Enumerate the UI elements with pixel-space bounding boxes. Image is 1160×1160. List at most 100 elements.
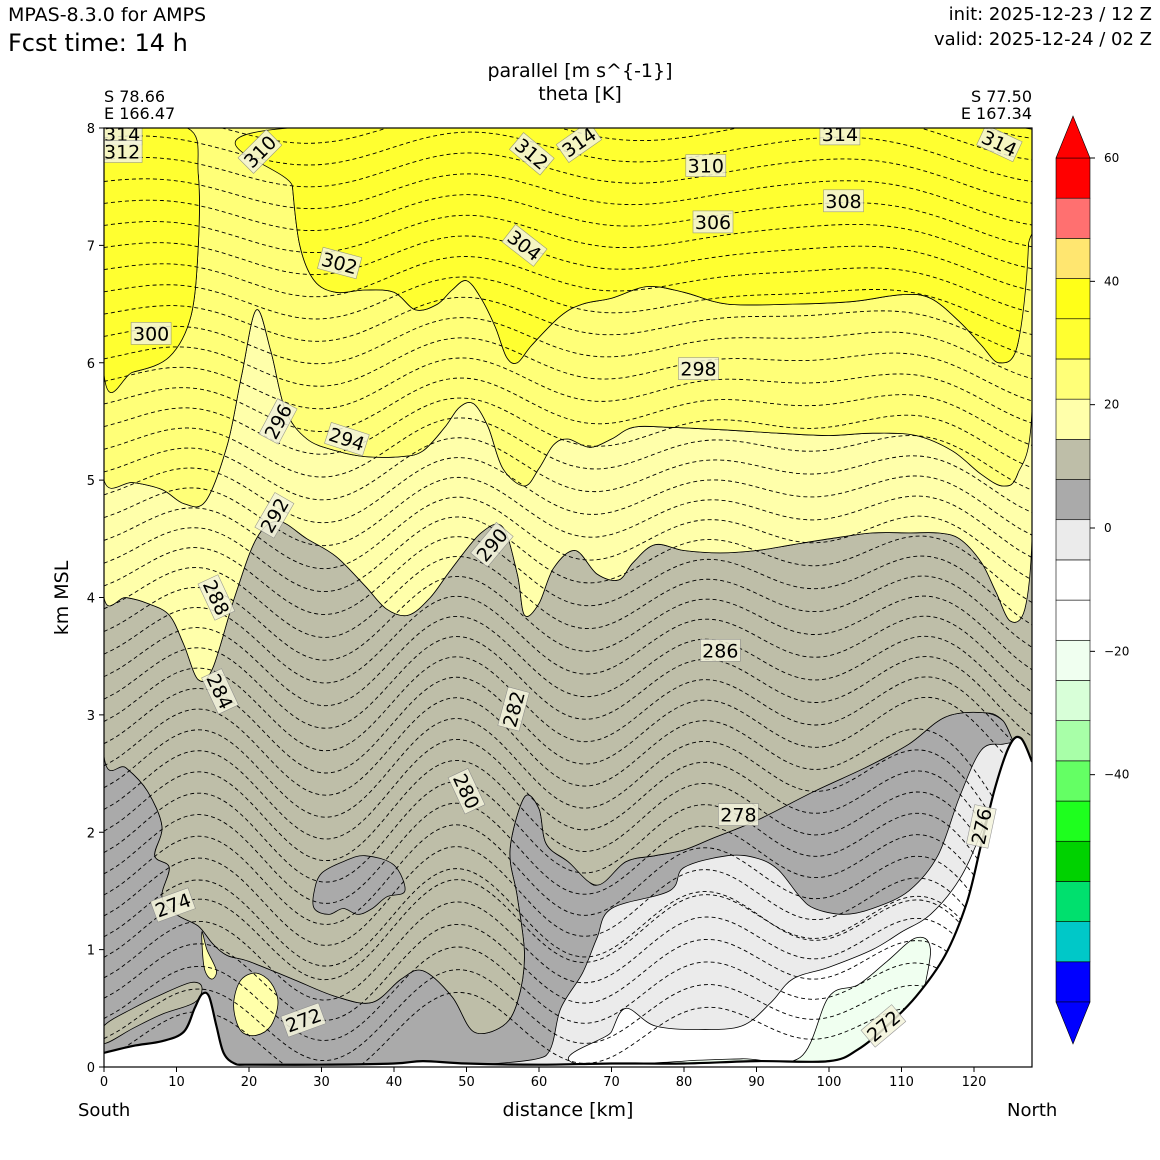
colorbar-tick-label: −40 <box>1104 768 1129 782</box>
theta-label-text: 306 <box>695 212 731 234</box>
start-coordinates: S 78.66 E 166.47 <box>104 88 175 122</box>
theta-label-text: 308 <box>825 191 861 213</box>
theta-isentrope <box>104 173 1032 226</box>
theta-isentrope <box>104 595 1032 693</box>
y-tick-label: 5 <box>87 474 95 489</box>
colorbar-tick-label: 20 <box>1104 398 1119 412</box>
theta-isentrope <box>104 377 1032 446</box>
theta-isentrope <box>104 516 1032 603</box>
wind-region-8 <box>233 972 279 1037</box>
theta-label-text: 278 <box>720 805 756 827</box>
y-tick-label: 3 <box>87 709 95 724</box>
colorbar-box <box>1055 439 1091 480</box>
theta-label-text: 286 <box>702 640 738 662</box>
theta-isentrope <box>104 676 1032 782</box>
colorbar-box <box>1055 961 1091 1003</box>
colorbar-box <box>1055 398 1091 440</box>
theta-label: 278 <box>718 803 759 827</box>
colorbar-box <box>1055 358 1091 400</box>
colorbar-box <box>1055 519 1091 561</box>
colorbar-box <box>1055 881 1091 922</box>
x-tick-label: 60 <box>531 1075 548 1090</box>
colorbar-box <box>1055 760 1091 802</box>
y-axis-label: km MSL <box>51 560 73 636</box>
x-axis-label: distance [km] <box>502 1099 634 1121</box>
theta-isentrope <box>104 496 1032 581</box>
colorbar-box <box>1055 197 1091 239</box>
theta-isentrope <box>104 846 1032 1006</box>
theta-isentrope <box>104 152 1032 204</box>
terrain-fill <box>104 736 1032 1067</box>
colorbar-box <box>1055 720 1091 762</box>
theta-isentrope <box>104 718 1032 878</box>
theta-isentrope <box>104 969 1007 1067</box>
theta-isentrope <box>104 556 1032 648</box>
theta-label-text: 314 <box>822 124 858 146</box>
colorbar-box <box>1055 800 1091 842</box>
theta-isentrope <box>104 296 1032 358</box>
theta-label-text: 300 <box>133 323 169 345</box>
colorbar-tick-label: 40 <box>1104 274 1119 288</box>
x-tick-label: 120 <box>962 1075 987 1090</box>
theta-label: 306 <box>692 210 734 234</box>
colorbar-tick-label: 60 <box>1104 151 1119 165</box>
theta-isentrope <box>104 417 1032 491</box>
y-tick-label: 7 <box>87 239 95 254</box>
south-end-label: South <box>78 1100 131 1121</box>
model-title: MPAS-8.3.0 for AMPS <box>8 4 207 26</box>
theta-isentrope <box>104 276 1032 336</box>
y-tick-label: 6 <box>87 357 95 372</box>
theta-label: 298 <box>678 357 719 381</box>
end-latitude: S 77.50 <box>970 87 1032 106</box>
theta-label: 302 <box>317 246 363 279</box>
theta-label-text: 298 <box>680 359 716 381</box>
theta-isentrope <box>104 575 1032 671</box>
colorbar-box <box>1055 599 1091 641</box>
colorbar-extend-max <box>1055 115 1091 159</box>
colorbar-tick-label: −20 <box>1104 644 1129 658</box>
colorbar-box <box>1055 238 1091 279</box>
theta-isentrope <box>104 235 1032 292</box>
colorbar-box <box>1055 157 1091 199</box>
theta-label-text: 310 <box>688 156 724 178</box>
theta-isentrope <box>104 337 1032 402</box>
theta-isentrope <box>104 901 1032 1039</box>
end-longitude: E 167.34 <box>960 104 1032 123</box>
theta-isentrope <box>104 214 1032 270</box>
colorbar-box <box>1055 639 1091 681</box>
theta-isentrope <box>104 536 1032 626</box>
x-tick-label: 40 <box>386 1075 403 1090</box>
theta-isentrope <box>104 946 1023 1067</box>
x-tick-label: 110 <box>889 1075 914 1090</box>
start-longitude: E 166.47 <box>104 104 176 123</box>
wind-region-12 <box>234 128 1032 364</box>
theta-label: 310 <box>685 154 727 178</box>
theta-label: 308 <box>823 189 864 213</box>
plot-title-theta: theta [K] <box>538 83 622 105</box>
colorbar-extend-min <box>1055 1001 1091 1045</box>
theta-isentrope <box>104 437 1032 514</box>
end-coordinates: S 77.50 E 167.34 <box>961 88 1032 122</box>
colorbar-tick-label: 0 <box>1104 521 1112 535</box>
y-tick-label: 2 <box>87 826 95 841</box>
theta-label-text: 312 <box>104 142 140 164</box>
theta-isentrope <box>104 656 1032 760</box>
y-tick-label: 4 <box>87 592 95 607</box>
x-tick-label: 50 <box>458 1075 475 1090</box>
theta-isentrope <box>104 457 1032 536</box>
theta-isentrope <box>104 868 1032 1027</box>
theta-isentrope <box>104 879 1032 1019</box>
theta-isentrope <box>104 256 1032 313</box>
y-tick-label: 1 <box>87 944 95 959</box>
colorbar-box <box>1055 318 1091 360</box>
x-tick-label: 90 <box>748 1075 765 1090</box>
colorbar-box <box>1055 840 1091 882</box>
theta-label: 286 <box>699 638 741 662</box>
colorbar-box <box>1055 680 1091 721</box>
x-tick-label: 80 <box>676 1075 693 1090</box>
theta-label: 300 <box>130 322 172 345</box>
x-tick-label: 70 <box>603 1075 620 1090</box>
colorbar-box <box>1055 278 1091 320</box>
y-tick-label: 8 <box>87 122 95 137</box>
